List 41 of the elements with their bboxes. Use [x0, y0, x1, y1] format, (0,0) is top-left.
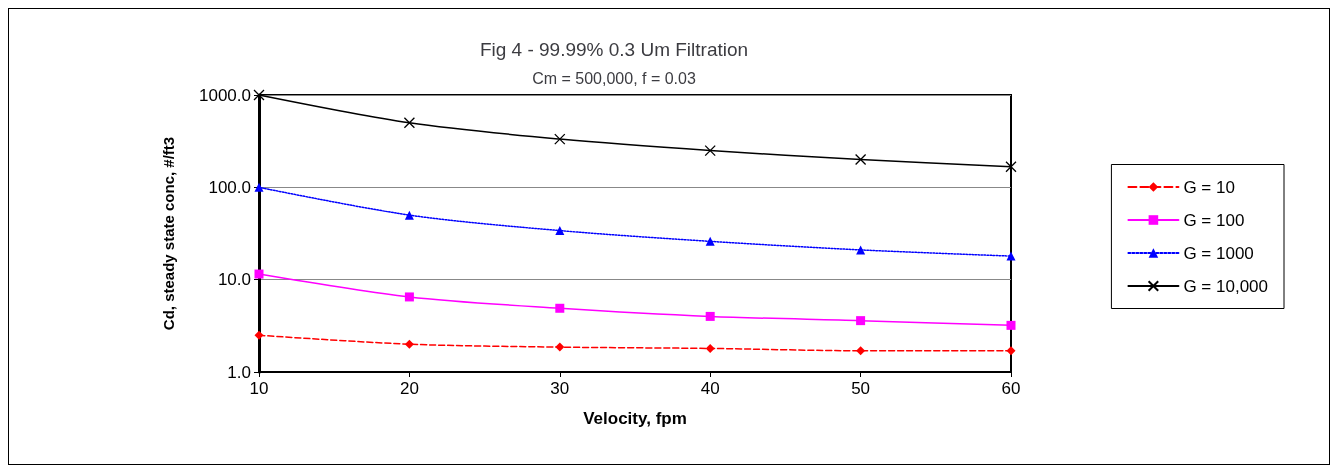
point [404, 339, 414, 349]
chart-subtitle: Cm = 500,000, f = 0.03 [532, 69, 696, 87]
point [253, 89, 265, 101]
point [254, 330, 264, 340]
x-tick-label: 20 [399, 379, 419, 398]
y-tick-label: 100.0 [208, 177, 251, 197]
x-axis-title: Velocity, fpm [583, 409, 687, 428]
y-tick-label: 1000.0 [199, 85, 251, 105]
legend-label: G = 10 [1183, 177, 1235, 197]
x-tick-label: 30 [550, 379, 570, 398]
point [254, 182, 264, 192]
point [705, 343, 715, 353]
legend-label: G = 1000 [1183, 243, 1254, 263]
point [404, 292, 414, 302]
point [254, 269, 264, 279]
point [1006, 346, 1016, 356]
point [704, 144, 716, 157]
x-tick-label: 50 [851, 379, 871, 398]
point [555, 303, 565, 313]
point [854, 153, 867, 166]
point [555, 226, 565, 236]
point [554, 133, 566, 145]
point [555, 342, 565, 352]
y-tick-label: 1.0 [227, 362, 251, 382]
x-tick-label: 60 [1001, 379, 1021, 398]
x-tick-label: 40 [700, 379, 720, 398]
legend-label: G = 100 [1183, 210, 1245, 230]
point [705, 236, 715, 246]
point [705, 311, 715, 321]
y-axis-title: Cd, steady state conc, #/ft3 [159, 136, 177, 331]
chart-title: Fig 4 - 99.99% 0.3 Um Filtration [479, 39, 749, 60]
point [1005, 161, 1017, 173]
x-tick-label: 10 [249, 379, 269, 398]
legend-label: G = 10,000 [1183, 276, 1268, 296]
point [1006, 251, 1016, 261]
point [404, 210, 414, 220]
point [856, 346, 866, 356]
point [403, 117, 416, 129]
point [856, 316, 866, 326]
y-tick-label: 10.0 [217, 270, 251, 290]
point [1006, 320, 1016, 330]
